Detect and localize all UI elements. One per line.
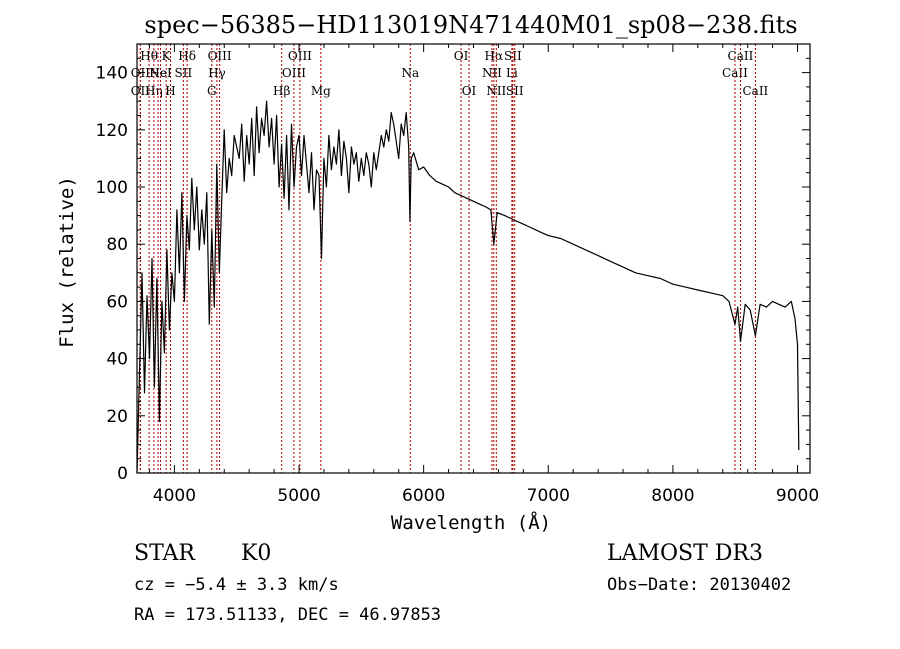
line-marker-label: Ne: [149, 66, 167, 80]
y-tick-label: 40: [106, 350, 128, 370]
x-axis: 4000 5000 6000 7000 8000 9000: [148, 44, 819, 506]
line-marker-label: G: [207, 84, 217, 98]
line-marker-label: OIII: [208, 49, 232, 63]
line-marker-label: Hβ: [273, 84, 290, 98]
y-axis-label: Flux (relative): [56, 176, 78, 348]
redshift-cz: cz = −5.4 ± 3.3 km/s: [134, 575, 339, 595]
flux-series-line: [136, 100, 800, 474]
line-marker-label: Hα: [485, 49, 504, 63]
y-tick-label: 80: [106, 235, 128, 255]
line-marker-label: K: [162, 49, 172, 63]
x-tick-label: 8000: [651, 486, 694, 506]
y-tick-label: 0: [117, 464, 128, 484]
y-tick-label: 100: [96, 178, 128, 198]
x-tick-label: 7000: [527, 486, 570, 506]
line-marker-label: SII: [504, 49, 522, 63]
line-marker-label: Li: [506, 66, 518, 80]
observation-date: Obs−Date: 20130402: [607, 575, 791, 595]
x-tick-label: 6000: [402, 486, 445, 506]
chart-title: spec−56385−HD113019N471440M01_sp08−238.f…: [144, 11, 797, 39]
line-marker-label: Hη: [145, 84, 163, 98]
y-axis: 0 20 40 60 80 100 120 140: [96, 57, 810, 484]
coordinates: RA = 173.51133, DEC = 46.97853: [134, 605, 441, 625]
object-class: STAR: [134, 541, 196, 566]
line-marker-label: Na: [401, 66, 419, 80]
line-marker-label: CaII: [722, 66, 748, 80]
line-marker-label: SII: [506, 84, 524, 98]
x-tick-label: 4000: [153, 486, 196, 506]
line-marker-label: OI: [454, 49, 469, 63]
line-marker-label: Hδ: [178, 49, 196, 63]
survey-name: LAMOST DR3: [607, 541, 763, 566]
line-marker-label: NII: [486, 84, 506, 98]
line-marker-label: OIII: [288, 49, 312, 63]
line-marker-label: OII: [131, 84, 151, 98]
plot-frame: [136, 43, 811, 474]
y-tick-label: 120: [96, 121, 128, 141]
line-marker-label: CaII: [742, 84, 768, 98]
line-marker-label: OI: [462, 84, 477, 98]
x-tick-label: 5000: [277, 486, 320, 506]
line-marker-label: HeI: [149, 66, 172, 80]
y-tick-label: 20: [106, 407, 128, 427]
y-tick-label: 140: [96, 64, 128, 84]
line-marker-label: H: [165, 84, 175, 98]
line-marker-label: NII: [482, 66, 502, 80]
line-marker-label: CaII: [728, 49, 754, 63]
y-tick-label: 60: [106, 292, 128, 312]
line-marker-label: SII: [175, 66, 193, 80]
object-subclass: K0: [241, 541, 271, 566]
line-marker-label: Mg: [311, 84, 331, 98]
line-marker-label: Hγ: [208, 66, 226, 80]
x-tick-label: 9000: [776, 486, 819, 506]
x-axis-label: Wavelength (Å): [391, 511, 551, 534]
line-marker-label: Hθ: [140, 49, 158, 63]
line-marker-label: OIII: [282, 66, 306, 80]
